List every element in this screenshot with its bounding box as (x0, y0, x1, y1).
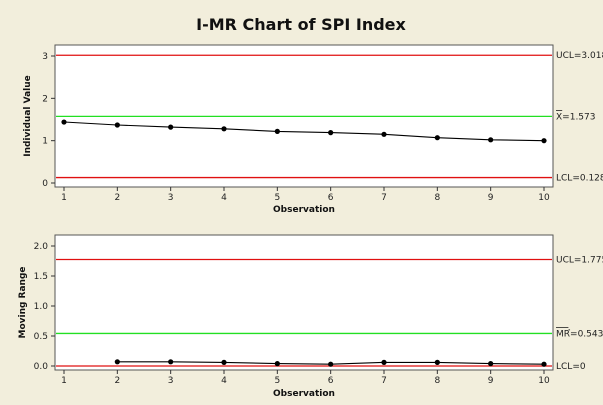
individual-data-point (61, 119, 67, 125)
individual-xtick-label: 6 (328, 193, 334, 203)
individual-ytick-label: 0 (42, 179, 48, 189)
moving-range-ytick-label: 1.0 (34, 302, 49, 312)
individual-xtick-label: 3 (168, 193, 174, 203)
moving-range-control-limit-label: LCL=0 (556, 362, 586, 372)
moving-range-x-axis-label: Observation (273, 389, 335, 399)
individual-data-point (114, 122, 120, 128)
moving-range-data-point (221, 359, 227, 365)
moving-range-xtick-label: 9 (488, 376, 494, 386)
chart-title: I-MR Chart of SPI Index (196, 15, 406, 34)
individual-control-limit-label: UCL=3.018 (556, 51, 603, 61)
individual-data-point (168, 124, 174, 130)
moving-range-data-point (274, 361, 280, 367)
individual-data-point (488, 137, 494, 143)
individual-control-limit-label: X=1.573 (556, 112, 595, 122)
individual-xtick-label: 8 (434, 193, 440, 203)
moving-range-control-limit-label: UCL=1.775 (556, 256, 603, 266)
individual-xtick-label: 4 (221, 193, 227, 203)
individual-data-point (221, 126, 227, 132)
individual-data-point (541, 138, 547, 144)
moving-range-data-point (328, 361, 334, 367)
individual-data-line (63, 121, 545, 142)
individual-xtick-label: 7 (381, 193, 387, 203)
moving-range-ytick-label: 0.0 (34, 362, 49, 372)
moving-range-data-point (488, 361, 494, 367)
moving-range-control-limit-label: MR=0.543 (556, 329, 603, 339)
moving-range-data-point (541, 361, 547, 367)
individual-data-point (328, 130, 334, 136)
moving-range-data-point (114, 359, 120, 365)
individual-data-point (434, 135, 440, 141)
individual-data-point (274, 128, 280, 134)
moving-range-data-point (168, 359, 174, 365)
moving-range-xtick-label: 8 (434, 376, 440, 386)
individual-xtick-label: 1 (61, 193, 67, 203)
individual-xtick-label: 9 (488, 193, 494, 203)
moving-range-xtick-label: 7 (381, 376, 387, 386)
moving-range-xtick-label: 2 (114, 376, 120, 386)
individual-ytick-label: 3 (42, 52, 48, 62)
moving-range-xtick-label: 6 (328, 376, 334, 386)
moving-range-ytick-label: 2.0 (34, 242, 49, 252)
moving-range-data-point (381, 359, 387, 365)
moving-range-xtick-label: 4 (221, 376, 227, 386)
moving-range-xtick-label: 10 (538, 376, 550, 386)
moving-range-ytick-label: 1.5 (34, 272, 48, 282)
individual-y-axis-label: Individual Value (23, 75, 33, 157)
individual-x-axis-label: Observation (273, 205, 335, 215)
moving-range-ytick-label: 0.5 (34, 332, 48, 342)
individual-data-point (381, 131, 387, 137)
individual-xtick-label: 5 (274, 193, 280, 203)
moving-range-plot-area (54, 234, 554, 371)
moving-range-y-axis-label: Moving Range (18, 266, 28, 338)
individual-control-limit-label: LCL=0.128 (556, 174, 603, 184)
individual-xtick-label: 2 (114, 193, 120, 203)
moving-range-xtick-label: 3 (168, 376, 174, 386)
moving-range-data-point (434, 359, 440, 365)
individual-ytick-label: 2 (42, 94, 48, 104)
moving-range-xtick-label: 1 (61, 376, 67, 386)
individual-ytick-label: 1 (42, 137, 48, 147)
moving-range-xtick-label: 5 (274, 376, 280, 386)
individual-xtick-label: 10 (538, 193, 550, 203)
